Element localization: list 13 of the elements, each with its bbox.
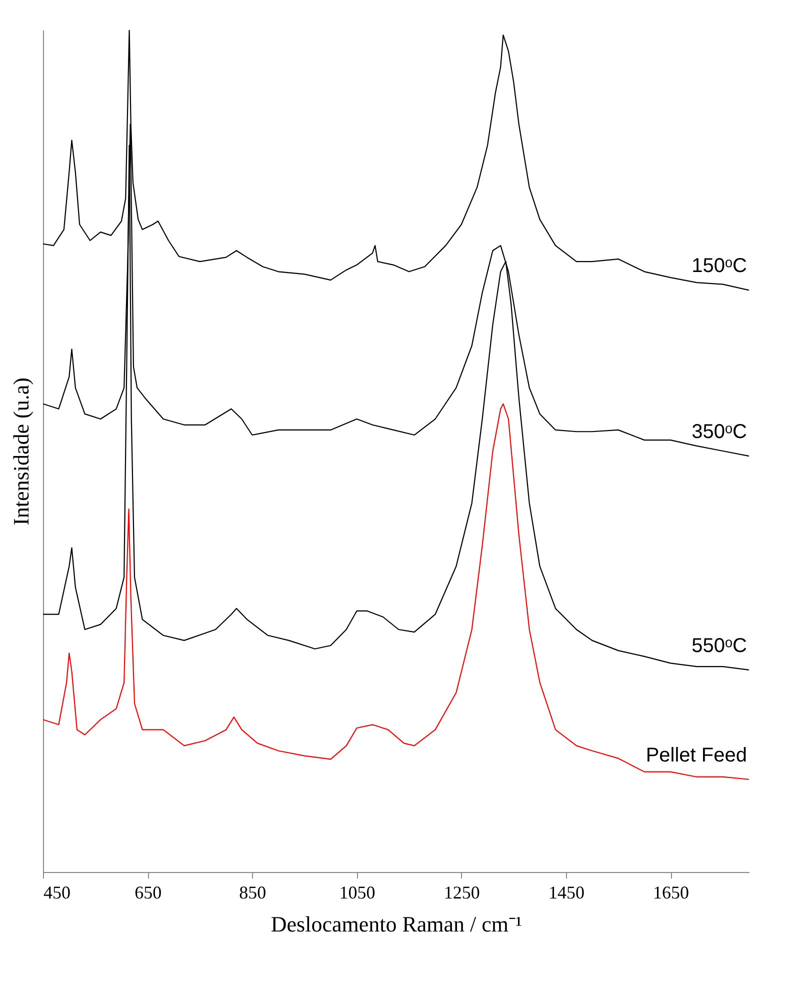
x-tick-label: 1050 <box>339 882 376 902</box>
x-tick-label: 1250 <box>444 882 480 902</box>
x-tick-label: 650 <box>134 882 162 902</box>
series-label: 350ᵒC <box>692 421 747 444</box>
x-tick-label: 450 <box>44 882 70 902</box>
x-tick-label: 1650 <box>653 882 690 902</box>
x-axis-title: Deslocamento Raman / cm⁻¹ <box>270 912 522 936</box>
x-tick-label: 1450 <box>548 882 584 902</box>
series-label: Pellet Feed <box>646 744 747 766</box>
y-axis-title: Intensidade (u.a) <box>8 378 34 526</box>
series-label: 150ᵒC <box>692 255 747 278</box>
x-tick-label: 850 <box>239 882 266 902</box>
series-label: 550ᵒC <box>692 634 747 657</box>
